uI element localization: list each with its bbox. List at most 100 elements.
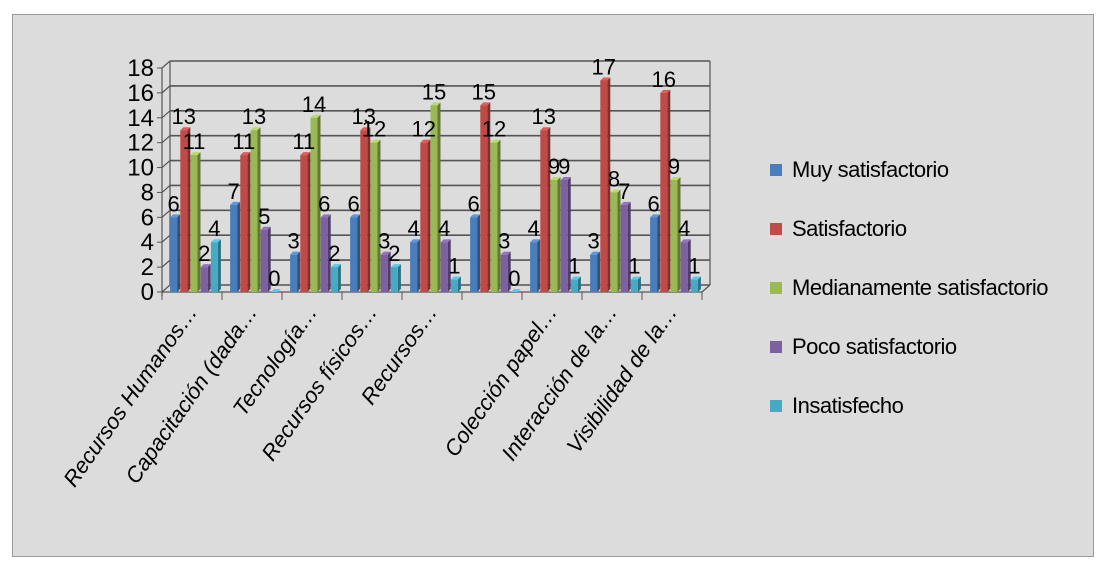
bar-side xyxy=(377,139,381,292)
bar-top xyxy=(500,251,511,255)
data-label: 0 xyxy=(508,266,520,291)
bar xyxy=(500,251,511,292)
data-label: 13 xyxy=(352,104,376,129)
bar-front xyxy=(290,254,298,292)
bar-side xyxy=(677,177,681,292)
bar xyxy=(670,177,681,292)
bar-side xyxy=(187,127,191,292)
data-label: 3 xyxy=(587,229,599,254)
bar-front xyxy=(360,130,368,292)
bar xyxy=(350,214,361,292)
bar-front xyxy=(310,117,318,293)
bar-front xyxy=(660,92,668,292)
bar-side xyxy=(307,152,311,292)
bar-front xyxy=(680,242,688,292)
data-label: 5 xyxy=(258,204,270,229)
data-label: 3 xyxy=(378,229,390,254)
y-tick-label: 14 xyxy=(127,105,154,132)
bar-top xyxy=(430,102,441,106)
bar-side xyxy=(397,264,401,292)
bar xyxy=(200,264,211,292)
bar-top xyxy=(600,77,611,81)
bar xyxy=(180,127,191,292)
data-label: 7 xyxy=(618,179,630,204)
data-label: 4 xyxy=(407,216,419,241)
bar-side xyxy=(367,127,371,292)
y-tick-label: 8 xyxy=(141,179,154,206)
bar-side xyxy=(217,239,221,292)
data-label: 4 xyxy=(678,216,690,241)
bar-top xyxy=(270,289,281,292)
bar-top xyxy=(630,276,641,280)
bar-front xyxy=(190,155,198,292)
bar-front xyxy=(540,130,548,292)
bar-top xyxy=(320,214,331,218)
bar-side xyxy=(237,201,241,292)
bar-side xyxy=(497,139,501,292)
floor-edge xyxy=(701,284,711,293)
bar xyxy=(480,102,491,292)
bar-side xyxy=(477,214,481,292)
bar xyxy=(660,89,671,292)
bar-top xyxy=(170,214,181,218)
bar xyxy=(610,189,621,292)
bar xyxy=(420,139,431,292)
bar-top xyxy=(550,177,561,180)
bar-front xyxy=(200,267,208,292)
bar-side xyxy=(567,177,571,292)
bar xyxy=(270,289,281,292)
data-label: 11 xyxy=(232,129,255,154)
bar-side xyxy=(667,89,671,292)
legend-item-poco-satisfactorio: Poco satisfactorio xyxy=(770,329,1100,364)
bar-front xyxy=(650,217,658,292)
data-label: 11 xyxy=(292,129,315,154)
legend-label: Medianamente satisfactorio xyxy=(792,274,1049,300)
bar-front xyxy=(600,80,608,292)
bar xyxy=(570,276,581,292)
bar-front xyxy=(570,279,578,292)
data-label: 1 xyxy=(628,254,640,279)
legend-label: Satisfactorio xyxy=(792,215,907,241)
bar xyxy=(330,264,341,292)
bar-front xyxy=(250,130,258,292)
bar-front xyxy=(490,142,498,292)
bar-front xyxy=(480,105,488,292)
gridline-side xyxy=(161,60,171,69)
data-label: 12 xyxy=(362,117,386,142)
bar-front xyxy=(260,229,268,292)
bar-front xyxy=(350,217,358,292)
bar-front xyxy=(380,254,388,292)
bar-top xyxy=(190,152,201,156)
bar xyxy=(620,201,631,292)
bar-side xyxy=(337,264,341,292)
bar-side xyxy=(427,139,431,292)
y-tick-label: 6 xyxy=(141,204,154,231)
y-tick-label: 4 xyxy=(141,229,154,256)
bar-top xyxy=(380,251,391,255)
bar xyxy=(370,139,381,292)
bar-front xyxy=(420,142,428,292)
bar-side xyxy=(207,264,211,292)
data-label: 15 xyxy=(422,79,446,104)
data-label: 1 xyxy=(688,254,700,279)
bar-front xyxy=(530,242,538,292)
bar-front xyxy=(210,242,218,292)
y-tick-label: 2 xyxy=(141,254,154,281)
bar-top xyxy=(530,239,541,243)
bar xyxy=(240,152,251,292)
data-label: 12 xyxy=(412,117,436,142)
bar xyxy=(450,276,461,292)
legend-swatch xyxy=(770,281,782,294)
bar-top xyxy=(300,152,311,156)
bar-top xyxy=(670,177,681,180)
bar-top xyxy=(450,276,461,280)
bar xyxy=(510,289,521,292)
bar-front xyxy=(370,142,378,292)
data-label: 4 xyxy=(438,216,450,241)
bar-top xyxy=(690,276,701,280)
bar-side xyxy=(357,214,361,292)
bar-top xyxy=(480,102,491,106)
bar-front xyxy=(330,267,338,292)
bar-side xyxy=(177,214,181,292)
